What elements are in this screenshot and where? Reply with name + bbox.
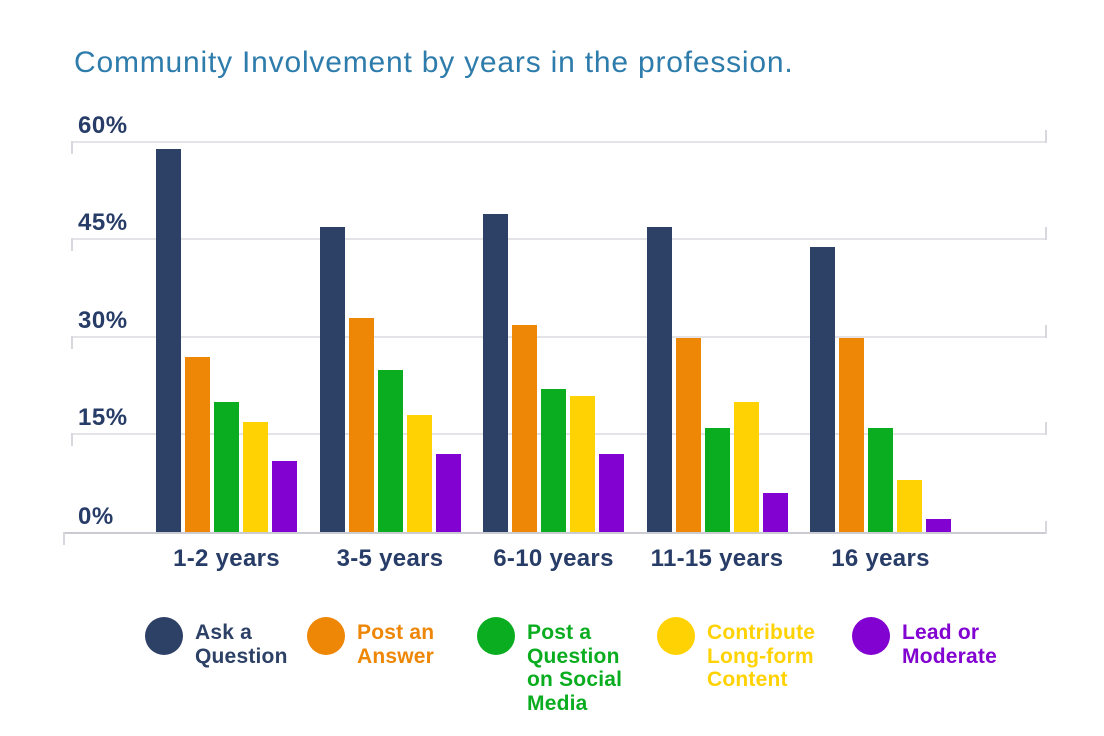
x-axis-label: 6-10 years <box>493 545 614 572</box>
axis-tick <box>1045 521 1047 534</box>
bar <box>185 356 210 532</box>
y-axis-label: 60% <box>78 112 128 139</box>
bar <box>243 421 268 532</box>
legend-swatch-circle <box>657 617 695 655</box>
legend-swatch-circle <box>145 617 183 655</box>
bar <box>512 324 537 532</box>
legend-label: Post a Question on Social Media <box>527 621 623 716</box>
bar-cluster <box>810 143 951 532</box>
bar-cluster <box>483 143 624 532</box>
bar <box>319 227 345 532</box>
x-axis-label: 16 years <box>831 545 930 572</box>
axis-tick <box>71 238 73 252</box>
legend-swatch-circle <box>852 617 890 655</box>
bar <box>599 454 624 532</box>
bar <box>810 246 835 532</box>
x-axis-label: 3-5 years <box>336 545 444 572</box>
bar <box>926 519 951 532</box>
axis-tick <box>1045 421 1047 435</box>
bar-cluster <box>646 143 788 532</box>
axis-tick <box>71 335 73 349</box>
axis-tick <box>71 141 73 154</box>
axis-tick <box>63 532 65 545</box>
axis-tick <box>1045 130 1047 143</box>
legend-label: Lead or Moderate <box>902 621 997 668</box>
bar <box>733 402 759 532</box>
bar <box>406 415 432 532</box>
y-axis-label: 15% <box>78 403 128 431</box>
chart-title: Community Involvement by years in the pr… <box>74 46 794 79</box>
bar <box>570 395 595 532</box>
legend-label: Ask a Question <box>195 621 288 668</box>
axis-tick <box>1045 227 1047 241</box>
legend-item: Lead or Moderate <box>852 617 997 668</box>
bar <box>762 493 788 532</box>
bar <box>704 428 730 532</box>
y-axis-label: 0% <box>78 503 114 530</box>
gridline: 45% <box>71 209 1047 252</box>
legend-swatch-circle <box>307 617 345 655</box>
legend-item: Post a Question on Social Media <box>477 617 622 716</box>
gridline: 30% <box>71 307 1047 349</box>
legend-item: Contribute Long-form Content <box>657 617 815 692</box>
gridline: 60% <box>71 112 1047 154</box>
bar <box>377 369 403 532</box>
bar <box>675 337 701 532</box>
bar-cluster <box>156 143 297 532</box>
legend-item: Ask a Question <box>145 617 288 668</box>
bar <box>435 454 461 532</box>
legend-item: Post an Answer <box>307 617 434 668</box>
x-axis-line: 0% <box>63 503 1047 545</box>
bar <box>541 389 566 532</box>
bar <box>156 149 181 532</box>
bar <box>868 428 893 532</box>
y-axis-label: 45% <box>78 209 128 237</box>
bar <box>646 227 672 532</box>
axis-tick <box>71 432 73 446</box>
x-axis-label: 1-2 years <box>173 545 280 572</box>
x-axis-label: 11-15 years <box>650 545 784 572</box>
bar <box>272 460 297 532</box>
bar <box>348 318 374 532</box>
bar <box>897 480 922 532</box>
y-axis-label: 30% <box>78 306 128 334</box>
bar <box>214 402 239 532</box>
bar-cluster <box>319 143 461 532</box>
axis-tick <box>1045 324 1047 338</box>
bar <box>839 337 864 532</box>
chart-plot-area: 60% 45% 30% 15% 0% 1-2 years 3-5 years 6-10 yea… <box>63 112 1047 572</box>
legend-label: Contribute Long-form Content <box>707 621 816 692</box>
bar <box>483 214 508 532</box>
legend-label: Post an Answer <box>357 621 435 668</box>
legend-swatch-circle <box>477 617 515 655</box>
